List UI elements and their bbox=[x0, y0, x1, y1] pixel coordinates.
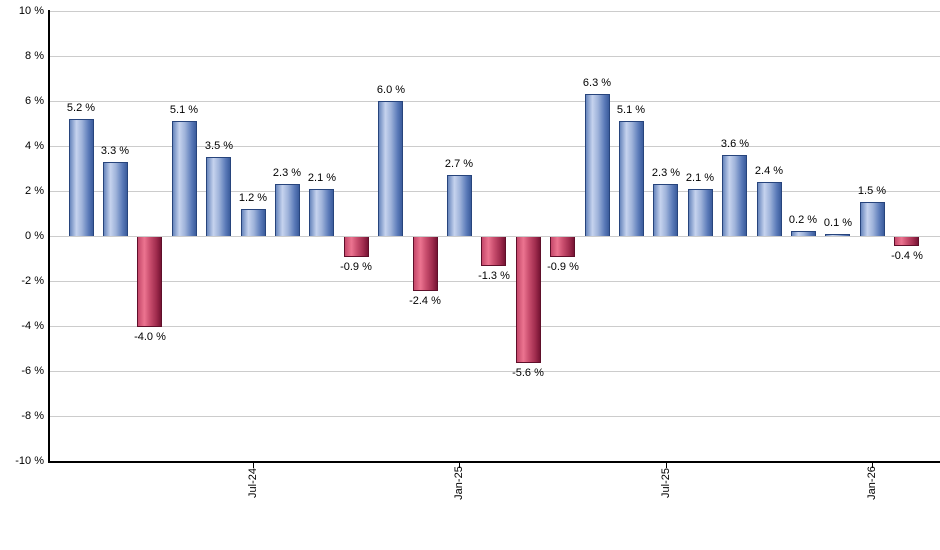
bar-mar-25 bbox=[516, 237, 541, 363]
y-axis-line bbox=[48, 10, 50, 463]
bar-sep-25 bbox=[722, 155, 747, 236]
bar-value-label: 6.0 % bbox=[376, 84, 406, 96]
x-axis-tick bbox=[459, 463, 460, 468]
bar-value-label: 2.4 % bbox=[754, 165, 784, 177]
y-axis-tick-label: 0 % bbox=[25, 230, 44, 242]
x-axis-tick bbox=[872, 463, 873, 468]
bar-sep-24 bbox=[309, 189, 334, 236]
bar-feb-24 bbox=[69, 119, 94, 236]
bar-aug-25 bbox=[688, 189, 713, 236]
bar-value-label: 1.5 % bbox=[857, 185, 887, 197]
gridline bbox=[49, 101, 940, 102]
gridline bbox=[49, 146, 940, 147]
bar-value-label: 2.3 % bbox=[651, 167, 681, 179]
gridline bbox=[49, 191, 940, 192]
y-axis-tick-label: 4 % bbox=[25, 140, 44, 152]
bar-feb-25 bbox=[481, 237, 506, 266]
bar-dec-25 bbox=[825, 234, 850, 236]
y-axis-tick-label: 8 % bbox=[25, 50, 44, 62]
bar-value-label: -0.9 % bbox=[547, 261, 579, 273]
gridline bbox=[49, 416, 940, 417]
x-axis-tick bbox=[666, 463, 667, 468]
y-axis-tick-label: -4 % bbox=[21, 320, 44, 332]
gridline bbox=[49, 281, 940, 282]
bar-nov-25 bbox=[791, 231, 816, 236]
bar-oct-25 bbox=[757, 182, 782, 236]
y-axis-tick-label: -8 % bbox=[21, 410, 44, 422]
x-axis-tick-label: Jan-26 bbox=[866, 466, 878, 500]
bar-jan-25 bbox=[447, 175, 472, 236]
bar-feb-26 bbox=[894, 237, 919, 246]
bar-value-label: 0.2 % bbox=[788, 214, 818, 226]
gridline bbox=[49, 56, 940, 57]
y-axis-tick-label: -10 % bbox=[15, 455, 44, 467]
bar-value-label: 5.1 % bbox=[616, 104, 646, 116]
bar-value-label: -0.9 % bbox=[340, 261, 372, 273]
bar-jun-24 bbox=[206, 157, 231, 236]
y-axis-tick-label: 2 % bbox=[25, 185, 44, 197]
bar-value-label: -4.0 % bbox=[134, 331, 166, 343]
x-axis-tick bbox=[253, 463, 254, 468]
bar-value-label: 3.6 % bbox=[720, 138, 750, 150]
bar-value-label: -0.4 % bbox=[891, 250, 923, 262]
bar-value-label: 5.2 % bbox=[66, 102, 96, 114]
gridline bbox=[49, 236, 940, 237]
x-axis-tick-label: Jan-25 bbox=[453, 466, 465, 500]
bar-value-label: 2.7 % bbox=[444, 158, 474, 170]
bar-value-label: -2.4 % bbox=[409, 295, 441, 307]
bar-value-label: 2.3 % bbox=[272, 167, 302, 179]
bar-value-label: 0.1 % bbox=[823, 217, 853, 229]
bar-value-label: 2.1 % bbox=[307, 172, 337, 184]
bar-value-label: -1.3 % bbox=[478, 270, 510, 282]
bar-aug-24 bbox=[275, 184, 300, 236]
bar-value-label: 3.3 % bbox=[100, 145, 130, 157]
bar-jul-25 bbox=[653, 184, 678, 236]
gridline bbox=[49, 11, 940, 12]
bar-apr-24 bbox=[137, 237, 162, 327]
bar-value-label: 1.2 % bbox=[238, 192, 268, 204]
y-axis-tick-label: 6 % bbox=[25, 95, 44, 107]
bar-value-label: 2.1 % bbox=[685, 172, 715, 184]
y-axis-tick-label: -6 % bbox=[21, 365, 44, 377]
bar-apr-25 bbox=[550, 237, 575, 257]
bar-nov-24 bbox=[378, 101, 403, 236]
gridline bbox=[49, 326, 940, 327]
bar-value-label: 5.1 % bbox=[169, 104, 199, 116]
bar-jan-26 bbox=[860, 202, 885, 236]
bar-mar-24 bbox=[103, 162, 128, 236]
bar-may-25 bbox=[585, 94, 610, 236]
bar-value-label: 6.3 % bbox=[582, 77, 612, 89]
y-axis-tick-label: -2 % bbox=[21, 275, 44, 287]
x-axis-tick-label: Jul-25 bbox=[660, 468, 672, 498]
y-axis-tick-label: 10 % bbox=[18, 5, 44, 17]
x-axis-tick-label: Jul-24 bbox=[247, 468, 259, 498]
bar-jul-24 bbox=[241, 209, 266, 236]
gridline bbox=[49, 371, 940, 372]
bar-dec-24 bbox=[413, 237, 438, 291]
bar-oct-24 bbox=[344, 237, 369, 257]
bar-may-24 bbox=[172, 121, 197, 236]
bar-value-label: -5.6 % bbox=[512, 367, 544, 379]
x-axis-line bbox=[48, 461, 940, 463]
bar-value-label: 3.5 % bbox=[204, 140, 234, 152]
bar-jun-25 bbox=[619, 121, 644, 236]
